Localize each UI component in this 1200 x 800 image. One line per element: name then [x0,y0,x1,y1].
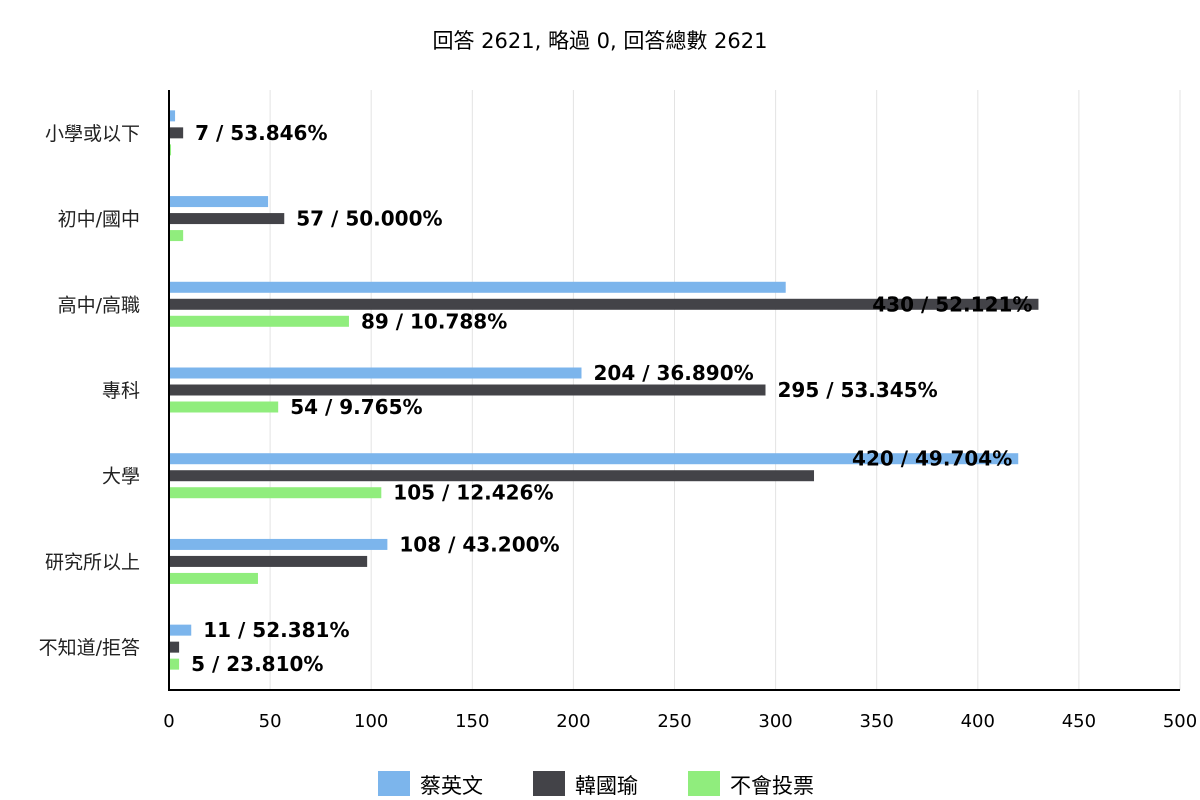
category-label: 高中/高職 [58,294,140,316]
bar [169,470,815,482]
data-label: 7 / 53.846% [195,121,327,145]
x-tick-label: 100 [354,711,388,732]
data-label: 11 / 52.381% [203,618,349,642]
data-label: 204 / 36.890% [593,361,753,385]
bar [169,230,184,242]
bar [169,196,269,208]
bar [169,144,172,156]
x-tick-label: 500 [1163,711,1197,732]
bar [169,538,388,550]
legend-label: 不會投票 [730,774,814,798]
category-label: 研究所以上 [45,551,140,573]
bar [169,641,180,653]
bar [169,487,382,499]
bar [169,624,192,636]
bar [169,110,176,122]
bar [169,213,285,225]
x-tick-label: 400 [961,711,995,732]
data-label: 5 / 23.810% [191,652,323,676]
x-tick-label: 0 [163,711,174,732]
x-tick-label: 300 [758,711,792,732]
bar [169,367,582,379]
bar [169,401,279,413]
x-tick-label: 450 [1062,711,1096,732]
category-label: 初中/國中 [58,209,140,231]
data-label: 430 / 52.121% [872,292,1032,316]
x-tick-label: 200 [556,711,590,732]
bars [169,110,1039,670]
x-tick-label: 250 [657,711,691,732]
legend: 蔡英文 韓國瑜 不會投票 [378,771,814,798]
legend-label: 韓國瑜 [575,774,638,798]
legend-label: 蔡英文 [420,774,483,798]
data-label: 108 / 43.200% [399,532,559,556]
category-label: 不知道/拒答 [39,637,140,659]
category-label: 大學 [102,466,140,488]
bar [169,453,1019,465]
legend-swatch [688,771,720,796]
bar [169,298,1039,310]
data-label: 420 / 49.704% [852,447,1012,471]
bar [169,658,180,670]
bar [169,555,368,567]
data-labels: 7 / 53.846% 57 / 50.000% 430 / 52.121% 89 /… [191,121,1032,676]
legend-swatch [378,771,410,796]
bar [169,572,258,584]
bar [169,127,184,139]
chart-title: 回答 2621, 略過 0, 回答總數 2621 [433,29,768,53]
x-tick-label: 150 [455,711,489,732]
data-label: 57 / 50.000% [296,207,442,231]
tick-labels: 0 50 100 150 200 250 300 350 400 450 500 [163,711,1197,732]
bar [169,384,766,396]
category-label: 小學或以下 [45,123,140,145]
data-label: 295 / 53.345% [777,378,937,402]
bar [169,281,786,293]
data-label: 105 / 12.426% [393,481,553,505]
data-label: 54 / 9.765% [290,395,422,419]
category-label: 專科 [102,380,140,402]
bar [169,315,349,327]
data-label: 89 / 10.788% [361,309,507,333]
x-tick-label: 350 [860,711,894,732]
legend-swatch [533,771,565,796]
x-tick-label: 50 [259,711,282,732]
